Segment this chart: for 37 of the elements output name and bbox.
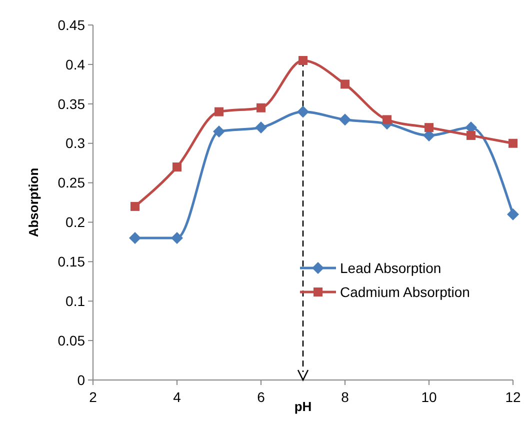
y-tick-label: 0.4 [66,56,86,72]
point [339,114,351,126]
x-axis-title: pH [294,399,312,414]
point [298,56,308,65]
point [171,232,183,244]
point [297,106,309,118]
x-tick-label: 12 [505,389,521,405]
point [130,202,140,211]
y-tick-label: 0.45 [58,16,86,33]
y-axis-title: Absorption [26,168,41,238]
x-tick-label: 2 [89,389,98,405]
point [214,107,224,116]
point [129,232,141,244]
legend-label: Lead Absorption [340,260,442,276]
point [507,208,519,220]
x-tick-label: 8 [341,389,350,405]
legend-label: Cadmium Absorption [340,284,470,300]
x-tick-label: 6 [257,389,266,405]
y-tick-label: 0.2 [66,214,86,230]
point [256,103,266,112]
y-tick-label: 0 [77,372,86,388]
point [466,130,476,140]
point [382,115,392,124]
point [340,80,350,89]
point [508,138,518,148]
y-tick-label: 0.3 [66,135,86,152]
point [172,162,182,172]
point [213,126,225,138]
x-tick-label: 10 [421,389,437,405]
point [255,122,267,134]
y-tick-label: 0.35 [58,96,86,112]
y-tick-label: 0.15 [58,254,86,270]
y-tick-label: 0.25 [58,174,86,191]
y-tick-label: 0.05 [58,332,86,348]
y-tick-label: 0.1 [66,293,86,310]
x-tick-label: 4 [173,389,182,405]
point [424,123,434,132]
